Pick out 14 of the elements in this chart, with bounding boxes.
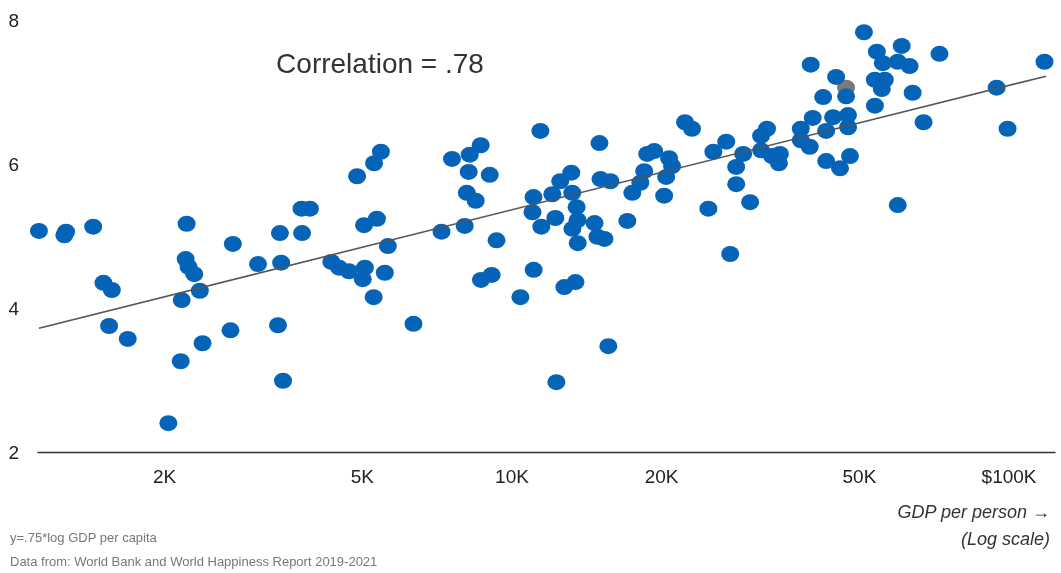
y-tick-label: 4 xyxy=(8,297,20,319)
y-tick-label: 8 xyxy=(8,9,19,31)
x-axis-title: GDP per person → (Log scale) xyxy=(897,502,1050,549)
annotation: Correlation = .78 xyxy=(276,48,484,79)
x-tick-label: 10K xyxy=(495,466,530,488)
text: y=.75*log GDP per capita xyxy=(10,530,158,545)
x-tick-label: $100K xyxy=(981,466,1037,488)
x-tick-label: 5K xyxy=(350,466,375,488)
y-tick-label: 2 xyxy=(8,441,19,463)
x-tick-label: 2K xyxy=(152,466,177,488)
x-tick-label: 20K xyxy=(644,466,679,488)
x-tick-label: 50K xyxy=(842,466,877,488)
y-tick-label: 6 xyxy=(8,153,19,175)
text: Data from: World Bank and World Happiness Report 2019-2021 xyxy=(10,554,378,569)
